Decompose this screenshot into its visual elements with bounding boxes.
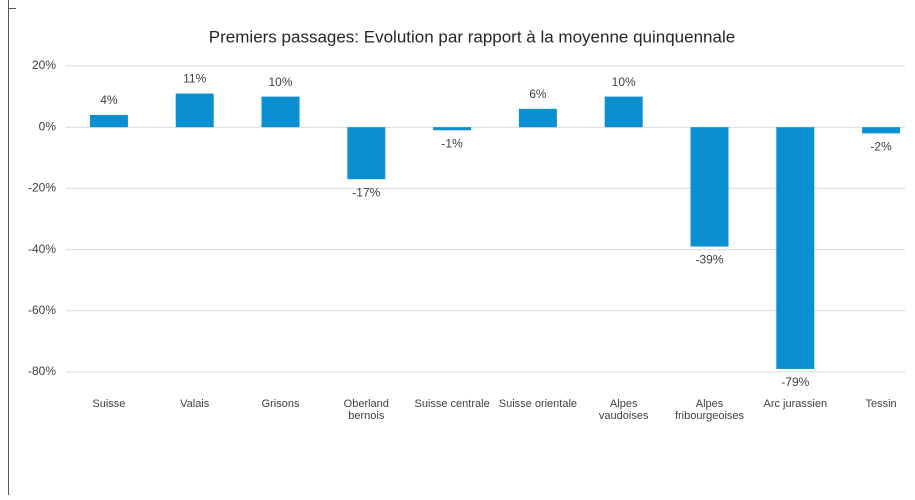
x-tick-label: Oberland bernois — [343, 398, 389, 422]
bar — [347, 127, 386, 180]
value-label: -1% — [441, 136, 463, 150]
x-tick-label: Suisse — [92, 398, 126, 410]
bar — [690, 127, 729, 247]
y-tick-label: 20% — [32, 58, 56, 72]
chart-title: Premiers passages: Evolution par rapport… — [209, 27, 735, 46]
x-tick-label: Arc jurassien — [763, 398, 828, 410]
y-tick-label: -40% — [28, 242, 56, 256]
value-label: -39% — [695, 253, 723, 267]
bar — [89, 114, 128, 128]
y-tick-label: 0% — [39, 119, 57, 133]
bar — [776, 127, 815, 369]
value-label: 6% — [529, 87, 547, 101]
x-tick-label: Tessin — [865, 398, 897, 410]
y-tick-label: -20% — [28, 181, 56, 195]
bar — [862, 127, 901, 134]
x-tick-label: Suisse centrale — [414, 398, 490, 410]
value-label: 11% — [183, 72, 206, 86]
value-label: -17% — [352, 185, 380, 199]
value-label: 10% — [612, 75, 636, 89]
x-tick-label: Valais — [180, 398, 210, 410]
x-tick-label: Grisons — [261, 398, 300, 410]
bar — [604, 96, 643, 128]
bar — [175, 93, 214, 128]
value-label: 4% — [100, 93, 118, 107]
value-label: -79% — [781, 375, 809, 389]
x-tick-label: Suisse orientale — [498, 398, 578, 410]
bar — [433, 127, 472, 131]
y-tick-label: -60% — [28, 303, 56, 317]
x-tick-label: Alpes vaudoises — [598, 398, 649, 422]
bar — [518, 108, 557, 128]
value-label: -2% — [870, 139, 892, 153]
x-tick-label: Alpes fribourgeoises — [674, 398, 745, 422]
y-tick-label: -80% — [28, 364, 56, 378]
value-label: 10% — [268, 75, 292, 89]
bar — [261, 96, 300, 128]
